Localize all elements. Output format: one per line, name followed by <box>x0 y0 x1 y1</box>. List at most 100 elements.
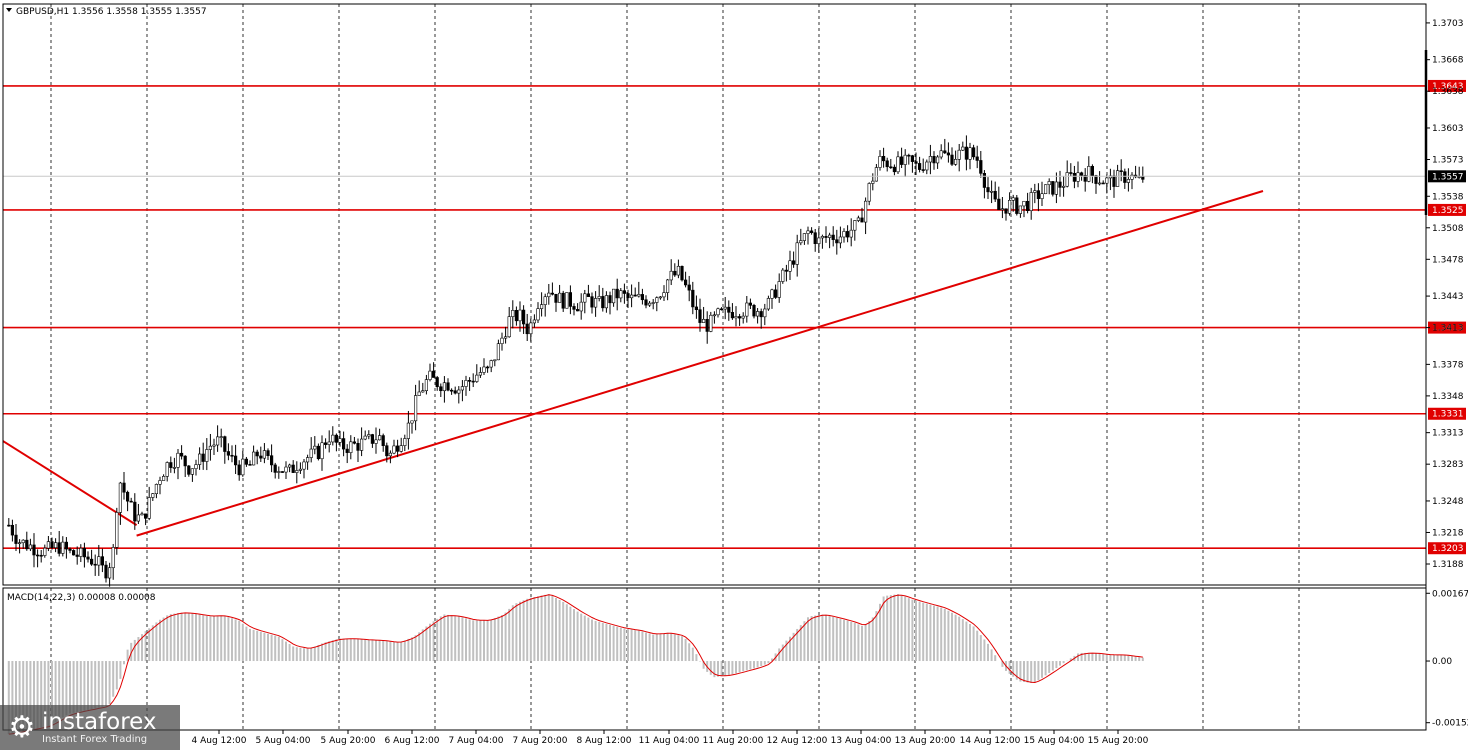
candle-body <box>881 156 886 162</box>
candle-body <box>205 449 209 462</box>
candle-body <box>482 366 486 373</box>
candle-body <box>1054 181 1058 195</box>
candle-body <box>838 236 842 244</box>
candle-body <box>946 152 950 156</box>
level-price-label: 1.3413 <box>1432 324 1464 334</box>
candle-body <box>126 491 130 502</box>
trendline-down <box>2 440 138 526</box>
candle-body <box>1026 200 1030 211</box>
x-tick-label: 5 Aug 20:00 <box>321 736 376 746</box>
candle-body <box>892 166 896 173</box>
candle-body <box>698 309 702 323</box>
candle-body <box>1123 171 1127 183</box>
candle-body <box>122 482 126 493</box>
candle-body <box>1004 208 1008 214</box>
candle-body <box>511 310 515 317</box>
candle-body <box>298 468 303 471</box>
candle-body <box>309 448 313 458</box>
candle-body <box>651 302 655 304</box>
y-tick-label: 1.3348 <box>1432 392 1464 402</box>
candle-body <box>46 541 50 549</box>
candle-body <box>316 445 321 460</box>
candle-body <box>993 190 997 200</box>
candle-body <box>341 438 346 450</box>
candle-body <box>183 455 187 467</box>
candle-body <box>871 180 875 184</box>
candle-body <box>712 314 716 317</box>
candle-body <box>680 265 684 281</box>
candle-body <box>507 316 511 338</box>
candle-body <box>1087 166 1091 182</box>
candle-body <box>79 547 83 557</box>
candle-body <box>1047 181 1051 186</box>
candle-body <box>532 319 536 324</box>
gear-icon: ⚙ <box>8 709 36 745</box>
candle-body <box>201 453 205 462</box>
candle-body <box>658 296 662 299</box>
macd-tick-label: 0.00167 <box>1432 589 1468 599</box>
candle-body <box>943 150 947 154</box>
x-tick-label: 15 Aug 20:00 <box>1088 736 1149 746</box>
candle-body <box>730 312 734 319</box>
candle-body <box>17 542 22 545</box>
candle-body <box>259 455 263 459</box>
candle-body <box>234 455 238 466</box>
candle-body <box>72 550 76 556</box>
symbol-header: GBPUSD,H1 1.3556 1.3558 1.3555 1.3557 <box>16 7 207 17</box>
x-tick-label: 11 Aug 20:00 <box>703 736 764 746</box>
candle-body <box>1007 199 1012 214</box>
candle-body <box>799 240 803 244</box>
candle-body <box>129 500 133 503</box>
candle-body <box>90 558 94 565</box>
candle-body <box>421 390 425 393</box>
candle-body <box>932 156 936 164</box>
candle-body <box>352 441 357 444</box>
candle-body <box>111 547 115 569</box>
candle-body <box>867 183 871 202</box>
candle-body <box>518 309 522 322</box>
candle-body <box>190 468 195 475</box>
candle-body <box>575 309 580 312</box>
candle-body <box>608 295 612 304</box>
candle-body <box>403 438 407 446</box>
candle-body <box>547 292 551 298</box>
y-tick-label: 1.3478 <box>1432 255 1464 265</box>
candle-body <box>118 482 122 513</box>
candle-body <box>781 269 785 282</box>
candle-body <box>158 480 162 485</box>
y-tick-label: 1.3638 <box>1432 87 1464 97</box>
candle-body <box>198 453 202 465</box>
candle-body <box>676 265 680 276</box>
candle-body <box>395 445 400 452</box>
candle-body <box>1036 190 1040 199</box>
candle-body <box>899 156 904 165</box>
candle-body <box>162 476 166 481</box>
candle-body <box>910 155 914 162</box>
x-tick-label: 6 Aug 12:00 <box>385 736 440 746</box>
candle-body <box>1040 193 1044 199</box>
candle-body <box>14 534 18 544</box>
candle-body <box>399 445 403 452</box>
candle-body <box>849 229 853 238</box>
candle-body <box>165 462 169 477</box>
candle-body <box>1105 177 1109 184</box>
candle-body <box>777 281 781 298</box>
candle-body <box>1130 174 1134 180</box>
x-tick-label: 12 Aug 12:00 <box>767 736 828 746</box>
y-tick-label: 1.3413 <box>1432 324 1464 334</box>
candle-body <box>439 386 443 392</box>
candle-body <box>428 370 432 380</box>
candle-body <box>262 450 267 459</box>
candle-body <box>320 442 324 460</box>
candle-body <box>338 438 342 443</box>
candle-body <box>521 309 526 325</box>
candle-body <box>863 200 868 223</box>
y-tick-label: 1.3668 <box>1432 56 1464 66</box>
candle-body <box>709 314 713 332</box>
candle-body <box>957 149 961 160</box>
candle-body <box>172 467 177 469</box>
y-tick-label: 1.3603 <box>1432 124 1464 134</box>
x-tick-label: 7 Aug 04:00 <box>449 736 504 746</box>
candle-body <box>824 236 828 238</box>
